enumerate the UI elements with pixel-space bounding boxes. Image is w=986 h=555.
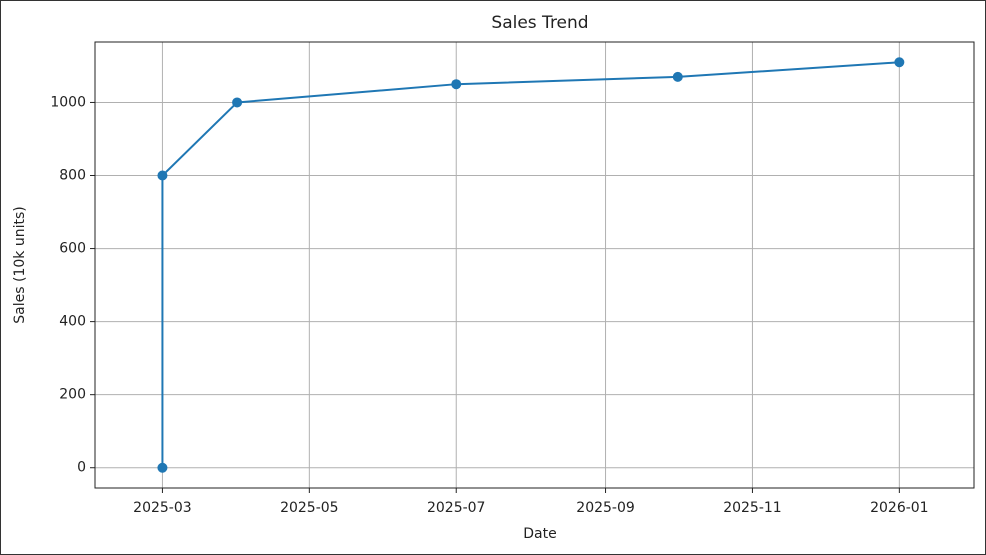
x-tick-label: 2025-11 — [723, 500, 782, 516]
y-tick-label: 1000 — [50, 94, 86, 110]
x-axis-label: Date — [523, 526, 556, 542]
marker — [157, 170, 168, 181]
chart-title: Sales Trend — [491, 13, 588, 33]
x-tick-label: 2025-03 — [133, 500, 192, 516]
x-tick-label: 2025-05 — [280, 500, 339, 516]
marker — [451, 79, 462, 90]
marker — [232, 97, 243, 108]
y-tick-label: 800 — [59, 168, 86, 184]
x-tick-label: 2025-09 — [576, 500, 635, 516]
marker — [157, 462, 168, 473]
y-tick-label: 400 — [59, 314, 86, 330]
x-tick-label: 2026-01 — [870, 500, 929, 516]
y-axis-label: Sales (10k units) — [12, 206, 28, 323]
plot-frame — [94, 41, 975, 489]
x-tick-label: 2025-07 — [427, 500, 486, 516]
y-tick-label: 200 — [59, 387, 86, 403]
marker — [672, 71, 683, 82]
y-tick-label: 0 — [77, 460, 86, 476]
marker — [894, 57, 905, 68]
y-tick-label: 600 — [59, 241, 86, 257]
line — [161, 61, 900, 468]
